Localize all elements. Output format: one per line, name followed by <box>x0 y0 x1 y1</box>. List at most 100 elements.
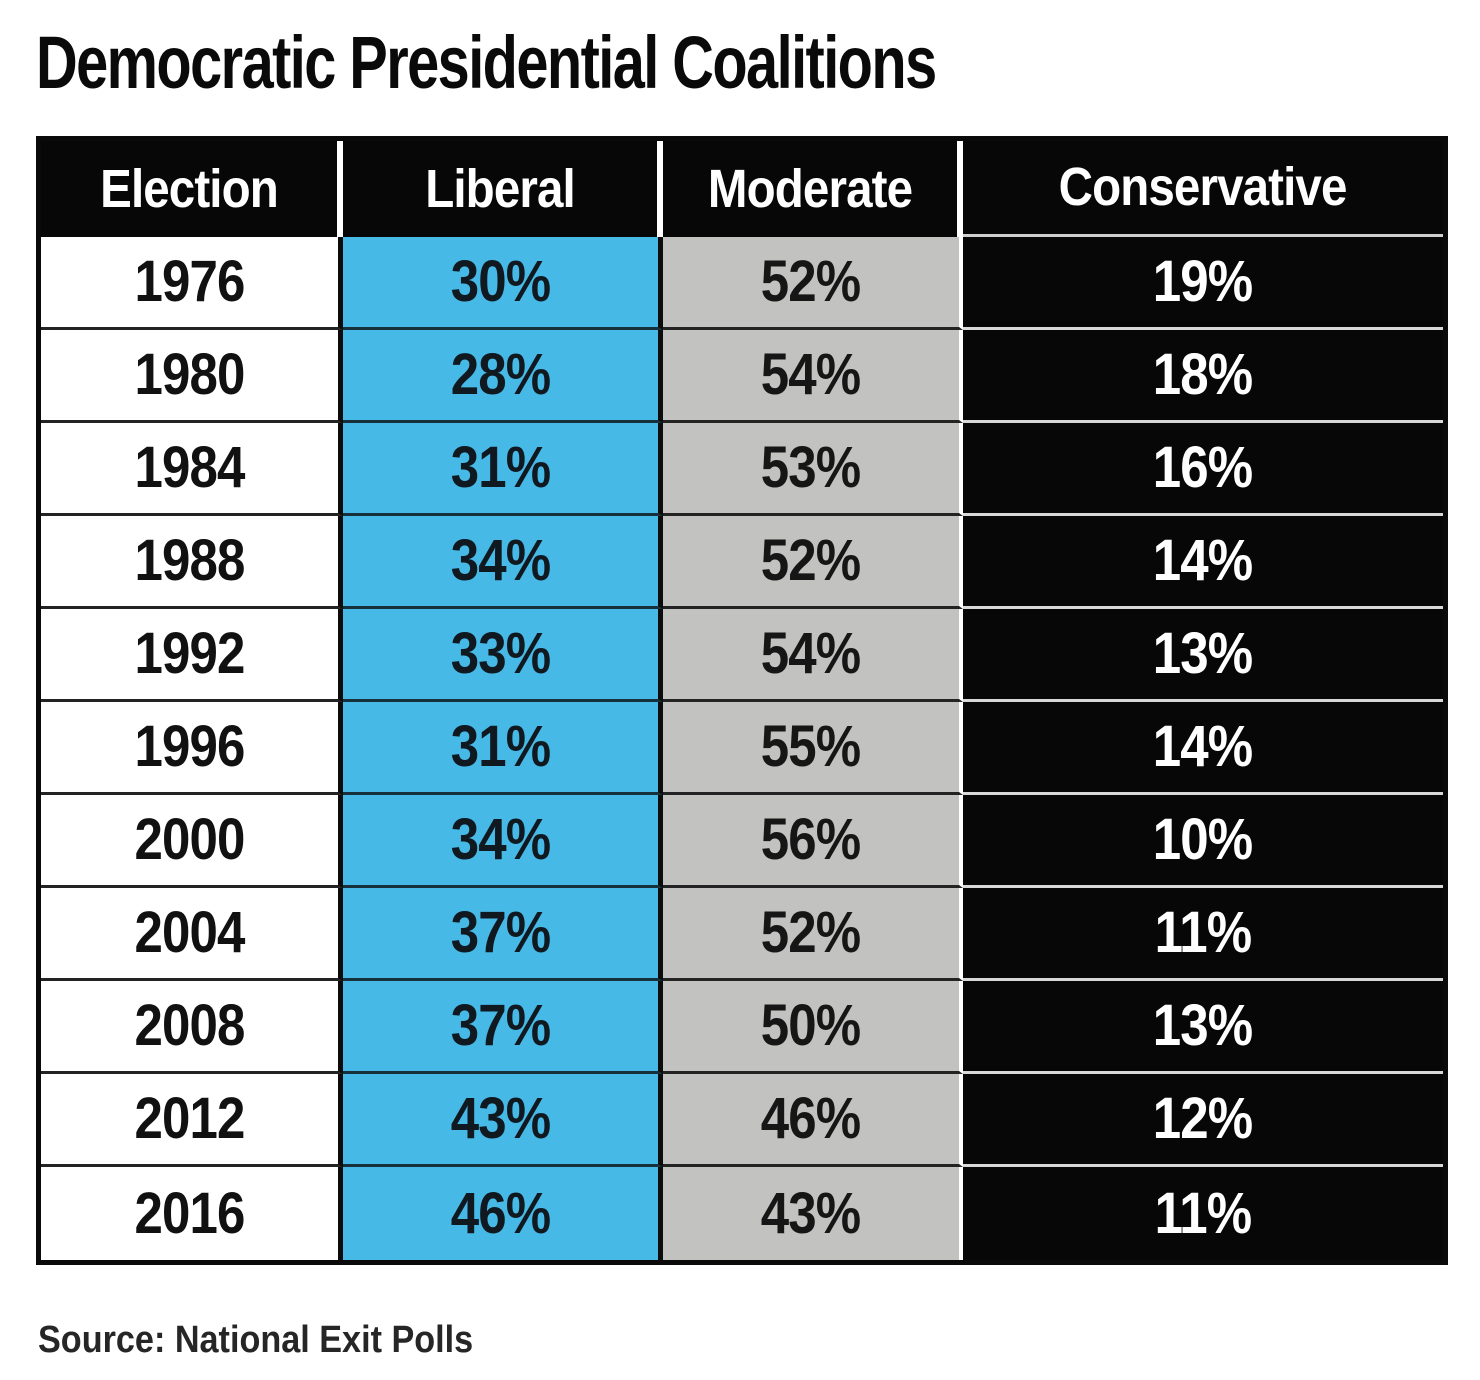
table-row: 1980 28% 54% 18% <box>41 329 1443 423</box>
table-row: 2016 46% 43% 11% <box>41 1166 1443 1260</box>
conservative-value: 18% <box>1153 342 1253 408</box>
column-header-election-label: Election <box>100 158 279 219</box>
election-value: 2000 <box>134 807 245 873</box>
table-row: 2012 43% 46% 12% <box>41 1073 1443 1167</box>
liberal-value: 34% <box>450 807 551 873</box>
conservative-value: 19% <box>1153 249 1253 315</box>
table-body: 1976 30% 52% 19% 1980 28% 54% 18% 1984 31% 53% 16% 1… <box>41 236 1443 1260</box>
liberal-cell: 34% <box>343 515 663 609</box>
liberal-cell: 31% <box>343 701 663 795</box>
election-value: 1976 <box>134 249 245 315</box>
coalitions-table: Election Liberal Moderate Conservative 1… <box>36 135 1448 1265</box>
moderate-value: 56% <box>761 807 861 873</box>
moderate-cell: 43% <box>663 1166 963 1260</box>
column-header-election: Election <box>41 140 343 237</box>
moderate-value: 50% <box>761 993 861 1059</box>
election-value: 1988 <box>134 528 245 594</box>
liberal-value: 34% <box>450 528 551 594</box>
election-cell: 1992 <box>41 608 343 702</box>
election-value: 1992 <box>134 621 245 687</box>
liberal-value: 31% <box>450 714 551 780</box>
source-note: Source: National Exit Polls <box>38 1318 474 1361</box>
conservative-value: 16% <box>1153 435 1253 501</box>
liberal-value: 28% <box>450 342 551 408</box>
liberal-value: 33% <box>450 621 551 687</box>
election-value: 2016 <box>134 1180 245 1246</box>
moderate-value: 52% <box>761 249 861 315</box>
column-header-moderate-label: Moderate <box>707 158 913 219</box>
table-row: 2000 34% 56% 10% <box>41 794 1443 888</box>
column-header-moderate: Moderate <box>663 140 963 237</box>
conservative-cell: 13% <box>963 608 1443 702</box>
moderate-value: 46% <box>761 1086 861 1152</box>
election-value: 1996 <box>134 714 245 780</box>
moderate-value: 53% <box>761 435 861 501</box>
moderate-value: 52% <box>761 528 861 594</box>
moderate-value: 55% <box>761 714 861 780</box>
conservative-cell: 14% <box>963 515 1443 609</box>
conservative-cell: 12% <box>963 1073 1443 1167</box>
conservative-cell: 16% <box>963 422 1443 516</box>
conservative-value: 14% <box>1153 714 1253 780</box>
moderate-cell: 54% <box>663 608 963 702</box>
conservative-value: 11% <box>1154 1180 1253 1246</box>
liberal-cell: 31% <box>343 422 663 516</box>
conservative-value: 14% <box>1153 528 1253 594</box>
moderate-cell: 52% <box>663 236 963 330</box>
table-row: 2008 37% 50% 13% <box>41 980 1443 1074</box>
column-header-conservative-label: Conservative <box>1059 157 1348 218</box>
moderate-cell: 55% <box>663 701 963 795</box>
moderate-value: 54% <box>761 342 861 408</box>
liberal-cell: 28% <box>343 329 663 423</box>
liberal-cell: 43% <box>343 1073 663 1167</box>
election-cell: 2008 <box>41 980 343 1074</box>
conservative-cell: 11% <box>963 887 1443 981</box>
table-row: 1988 34% 52% 14% <box>41 515 1443 609</box>
liberal-value: 30% <box>450 249 551 315</box>
election-cell: 2012 <box>41 1073 343 1167</box>
election-value: 1984 <box>134 435 245 501</box>
conservative-cell: 18% <box>963 329 1443 423</box>
conservative-cell: 13% <box>963 980 1443 1074</box>
liberal-value: 37% <box>450 993 551 1059</box>
conservative-cell: 11% <box>963 1166 1443 1260</box>
conservative-value: 13% <box>1153 621 1253 687</box>
moderate-value: 54% <box>761 621 861 687</box>
table-row: 1984 31% 53% 16% <box>41 422 1443 516</box>
page-title: Democratic Presidential Coalitions <box>36 21 937 104</box>
liberal-cell: 46% <box>343 1166 663 1260</box>
moderate-cell: 50% <box>663 980 963 1074</box>
election-value: 2004 <box>134 900 245 966</box>
election-cell: 1976 <box>41 236 343 330</box>
liberal-cell: 37% <box>343 887 663 981</box>
moderate-cell: 54% <box>663 329 963 423</box>
liberal-value: 46% <box>450 1180 551 1246</box>
conservative-value: 12% <box>1153 1086 1253 1152</box>
conservative-cell: 10% <box>963 794 1443 888</box>
moderate-value: 43% <box>761 1180 861 1246</box>
moderate-value: 52% <box>761 900 861 966</box>
election-value: 2008 <box>134 993 245 1059</box>
election-cell: 1996 <box>41 701 343 795</box>
liberal-value: 37% <box>450 900 551 966</box>
column-header-liberal-label: Liberal <box>425 158 576 219</box>
liberal-value: 43% <box>450 1086 551 1152</box>
conservative-value: 10% <box>1153 807 1253 873</box>
liberal-cell: 30% <box>343 236 663 330</box>
header-row: Election Liberal Moderate Conservative <box>41 140 1443 237</box>
conservative-value: 11% <box>1154 900 1253 966</box>
table-row: 1996 31% 55% 14% <box>41 701 1443 795</box>
conservative-cell: 14% <box>963 701 1443 795</box>
moderate-cell: 52% <box>663 887 963 981</box>
liberal-cell: 34% <box>343 794 663 888</box>
election-cell: 1988 <box>41 515 343 609</box>
election-cell: 2000 <box>41 794 343 888</box>
table-row: 1992 33% 54% 13% <box>41 608 1443 702</box>
moderate-cell: 46% <box>663 1073 963 1167</box>
column-header-conservative: Conservative <box>963 140 1443 237</box>
moderate-cell: 52% <box>663 515 963 609</box>
table-row: 2004 37% 52% 11% <box>41 887 1443 981</box>
moderate-cell: 53% <box>663 422 963 516</box>
election-cell: 2004 <box>41 887 343 981</box>
